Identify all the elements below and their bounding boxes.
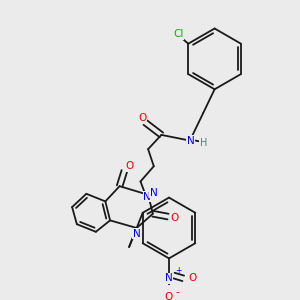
Text: H: H	[200, 138, 207, 148]
Text: +: +	[176, 266, 182, 274]
Text: O: O	[189, 273, 197, 283]
Text: O: O	[171, 214, 179, 224]
Text: N: N	[150, 188, 158, 198]
Text: -: -	[176, 287, 180, 297]
Text: N: N	[133, 229, 141, 239]
Text: O: O	[125, 161, 133, 171]
Text: O: O	[138, 113, 146, 123]
Text: Cl: Cl	[174, 29, 184, 39]
Text: N: N	[165, 273, 173, 283]
Text: O: O	[165, 292, 173, 300]
Text: N: N	[187, 136, 195, 146]
Text: N: N	[143, 192, 151, 202]
